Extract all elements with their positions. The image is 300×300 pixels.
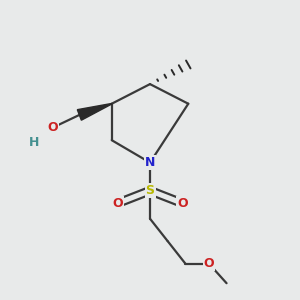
Text: O: O: [204, 257, 214, 270]
Text: H: H: [28, 136, 39, 149]
Text: N: N: [145, 156, 155, 169]
Polygon shape: [77, 103, 112, 120]
Text: O: O: [177, 197, 188, 210]
Text: O: O: [47, 121, 58, 134]
Text: S: S: [146, 184, 154, 197]
Text: O: O: [112, 197, 123, 210]
